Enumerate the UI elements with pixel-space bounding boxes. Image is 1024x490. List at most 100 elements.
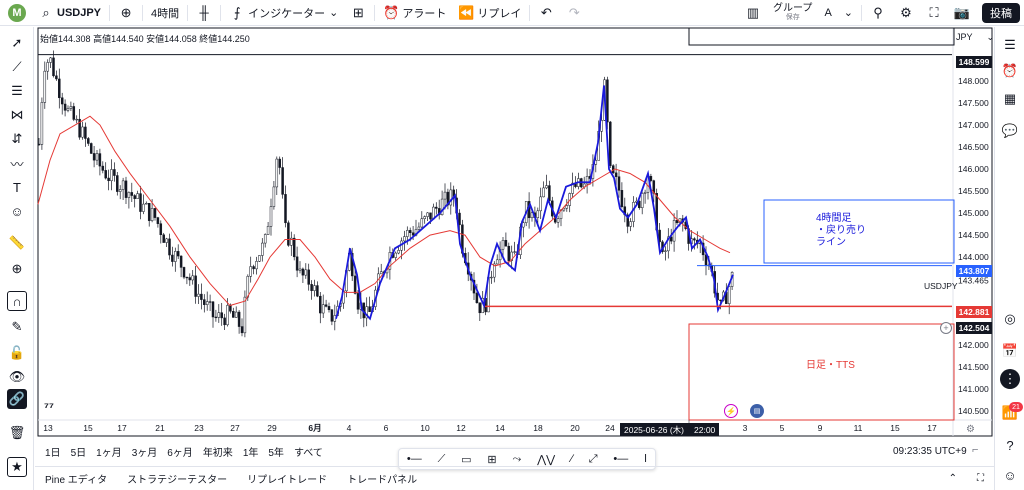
vertical-line-icon[interactable]: ǀ: [644, 453, 647, 465]
position-icon[interactable]: ⇵: [11, 131, 23, 146]
redo-button[interactable]: ↷: [560, 0, 588, 26]
layouts-button[interactable]: ⊞: [344, 0, 372, 26]
fib-icon[interactable]: ☰: [11, 83, 23, 98]
trend-line-icon[interactable]: ⟋: [437, 452, 446, 465]
axis-settings-icon[interactable]: ⚙: [966, 424, 975, 435]
candle-body: [464, 253, 467, 264]
path-icon[interactable]: ⤳: [512, 452, 522, 465]
candle-body: [95, 153, 99, 161]
timeframe-1d[interactable]: 1日: [45, 448, 61, 459]
settings-button[interactable]: ⚙: [892, 0, 920, 26]
add-alert-icon[interactable]: +: [940, 322, 952, 334]
timeframe-ytd[interactable]: 年初来: [202, 448, 233, 459]
magnet-icon[interactable]: ∩: [7, 291, 27, 311]
horizontal-ray-icon[interactable]: •—: [613, 453, 629, 465]
chart-type-button[interactable]: ╫: [190, 0, 218, 26]
candle-body: [455, 197, 458, 214]
fib-grid-icon[interactable]: ⊞: [487, 453, 497, 466]
compare-button[interactable]: ⊕: [112, 0, 140, 26]
chevron-up-icon[interactable]: ⌃: [948, 473, 957, 484]
price-tick-label: 143.465: [958, 276, 989, 286]
ray-icon[interactable]: •—: [406, 453, 422, 465]
alarm-clock-icon[interactable]: ⏰: [1001, 63, 1019, 78]
cursor-icon[interactable]: ➚: [11, 35, 23, 50]
currency-label[interactable]: JPY ⌄: [956, 32, 994, 43]
candle-body: [713, 271, 716, 294]
tab-strategy-tester[interactable]: ストラテジーテスター: [127, 475, 228, 486]
chat-icon[interactable]: 💬: [1001, 123, 1019, 138]
trash-icon[interactable]: 🗑: [8, 425, 26, 440]
tab-trade-panel[interactable]: トレードパネル: [347, 475, 418, 486]
target-icon[interactable]: ◎: [1004, 311, 1016, 326]
smile-icon[interactable]: ☺: [1003, 467, 1017, 483]
candle-body: [124, 180, 128, 198]
timeframe-1y[interactable]: 1年: [242, 448, 259, 459]
watchlist-icon[interactable]: ☰: [1004, 37, 1016, 52]
snapshot-button[interactable]: 📷: [948, 0, 976, 26]
us-flag-icon[interactable]: ▤: [750, 404, 764, 418]
calendar-icon[interactable]: 📅: [1001, 343, 1019, 358]
link-icon[interactable]: 🔗: [7, 389, 27, 409]
undo-button[interactable]: ↶: [532, 0, 560, 26]
help-icon[interactable]: ?: [1006, 437, 1014, 453]
timeframe-6m[interactable]: 6ヶ月: [167, 448, 193, 459]
candle-body: [420, 218, 424, 228]
group-button[interactable]: グループ 保存: [767, 0, 818, 26]
timeframe-3m[interactable]: 3ヶ月: [131, 448, 158, 459]
apps-icon[interactable]: ⋮: [1000, 369, 1020, 389]
candle-body: [507, 245, 511, 261]
post-button[interactable]: 投稿: [982, 3, 1020, 23]
interval-button[interactable]: 4時間: [151, 7, 180, 20]
zigzag-icon[interactable]: ⋀⋁: [537, 453, 556, 466]
candle-body: [295, 256, 299, 271]
symbol-search[interactable]: ⌕ USDJPY: [32, 0, 107, 26]
text-icon[interactable]: T: [13, 179, 21, 195]
tab-replay-trade[interactable]: リプレイトレード: [247, 475, 328, 486]
collapse-icon[interactable]: ⌐: [972, 444, 979, 456]
group-letter-button[interactable]: A: [824, 6, 832, 19]
candle-body: [107, 177, 110, 182]
timeframe-all[interactable]: すべて: [293, 448, 323, 459]
time-tick-label: 27: [230, 423, 240, 433]
floating-drawing-toolbar: •— ⟋ ▭ ⊞ ⤳ ⋀⋁ ∕ ⤢ •— ǀ: [398, 448, 656, 470]
eye-icon[interactable]: 👁: [8, 369, 26, 384]
extended-line-icon[interactable]: ⤢: [588, 452, 598, 465]
tab-pine-editor[interactable]: Pine エディタ: [45, 475, 108, 486]
maximize-icon[interactable]: ⛶: [977, 473, 984, 484]
candle-body: [727, 286, 731, 304]
line-icon[interactable]: ∕: [571, 453, 573, 465]
zoom-in-icon[interactable]: ⊕: [11, 261, 23, 276]
replay-button[interactable]: ⏪ リプレイ: [452, 0, 527, 26]
layout-select-button[interactable]: ▥: [739, 0, 767, 26]
indicators-button[interactable]: ⨍ インジケーター ⌄: [223, 0, 344, 26]
pattern-icon[interactable]: ⋈: [10, 107, 24, 122]
timeframe-5y[interactable]: 5年: [268, 448, 284, 459]
rectangle-icon[interactable]: ▭: [461, 453, 472, 466]
lock-icon[interactable]: 🔓: [8, 345, 26, 360]
current-price-tag: 142.504: [956, 322, 992, 334]
timeframe-1m[interactable]: 1ヶ月: [96, 448, 122, 459]
ruler-icon[interactable]: 📏: [8, 235, 26, 250]
clock-label[interactable]: 09:23:35 UTC+9: [893, 446, 967, 457]
trendline-icon[interactable]: ⟋: [12, 59, 22, 74]
star-icon[interactable]: ★: [7, 457, 27, 477]
candle-body: [568, 193, 571, 206]
alert-button[interactable]: ⏰ アラート: [377, 0, 452, 26]
timeframe-5d[interactable]: 5日: [70, 448, 87, 459]
event-flash-icon[interactable]: ⚡: [724, 404, 738, 418]
emoji-icon[interactable]: ☺: [10, 203, 24, 219]
data-window-icon[interactable]: ▦: [1003, 91, 1017, 106]
candle-body: [284, 194, 287, 224]
lock-drawing-icon[interactable]: ✎: [11, 319, 23, 334]
brush-icon[interactable]: 〰: [10, 156, 24, 172]
candle-body: [356, 293, 360, 310]
candle-body: [339, 302, 342, 307]
fullscreen-button[interactable]: ⛶: [920, 0, 948, 26]
candle-body: [142, 203, 145, 212]
group-chevron-button[interactable]: ⌄: [838, 0, 859, 26]
candle-body: [536, 210, 540, 218]
quick-search-button[interactable]: ⚲: [864, 0, 892, 26]
profile-avatar[interactable]: M: [8, 3, 26, 22]
candle-body: [121, 180, 125, 190]
